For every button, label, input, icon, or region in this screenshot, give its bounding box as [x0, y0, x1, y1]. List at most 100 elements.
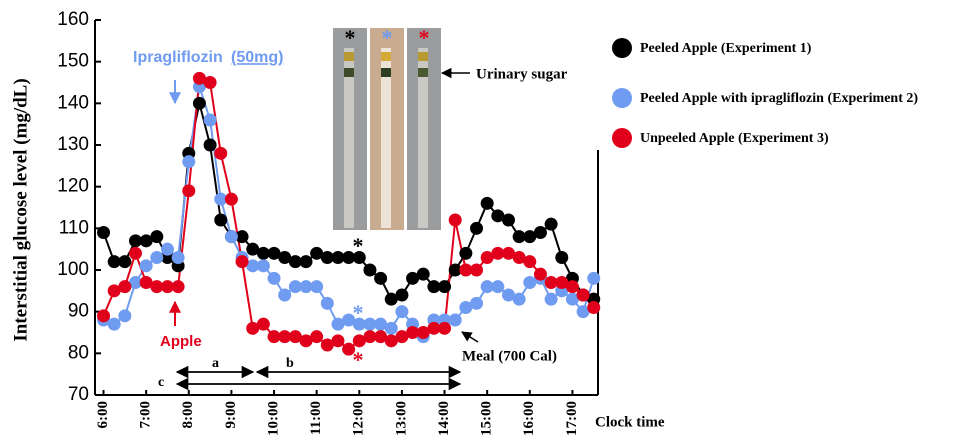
data-point	[129, 247, 142, 260]
chart: Interstitial glucose level (mg/dL) Clock…	[0, 0, 974, 439]
strip-pad	[344, 68, 354, 77]
x-tick-label: 17:00	[564, 401, 580, 436]
x-tick-label: 8:00	[180, 401, 196, 429]
period-label: a	[212, 356, 219, 371]
y-tick-label: 80	[68, 342, 89, 363]
x-tick-label: 14:00	[436, 401, 452, 436]
legend-marker	[612, 88, 632, 108]
data-point	[342, 343, 355, 356]
y-tick-label: 130	[57, 134, 89, 155]
legend-label: Unpeeled Apple (Experiment 3)	[640, 131, 829, 146]
data-point	[577, 289, 590, 302]
data-point	[225, 230, 238, 243]
data-point	[534, 226, 547, 239]
data-point	[204, 76, 217, 89]
strip-pad	[381, 52, 391, 61]
data-point	[395, 289, 408, 302]
data-point	[236, 255, 249, 268]
x-axis-title: Clock time	[595, 414, 665, 430]
x-tick-label: 13:00	[393, 401, 409, 436]
arrow	[462, 332, 478, 342]
data-point	[193, 97, 206, 110]
data-point	[257, 318, 270, 331]
data-point	[587, 301, 600, 314]
data-point	[566, 280, 579, 293]
urinary-sugar-label: Urinary sugar	[476, 66, 568, 82]
x-tick-label: 9:00	[223, 401, 239, 429]
strip-pad	[381, 68, 391, 77]
strip-pad	[418, 52, 428, 61]
data-point	[182, 155, 195, 168]
urine-strip-photo: * * * Urinary sugar	[333, 25, 568, 230]
period-label: c	[158, 375, 164, 390]
data-point	[118, 280, 131, 293]
data-point	[491, 280, 504, 293]
data-point	[182, 184, 195, 197]
x-tick-label: 7:00	[138, 401, 154, 429]
data-point	[161, 243, 174, 256]
data-point	[97, 309, 110, 322]
data-point	[587, 272, 600, 285]
data-point	[449, 214, 462, 227]
x-tick-label: 11:00	[308, 401, 324, 435]
data-point	[385, 322, 398, 335]
data-point	[268, 272, 281, 285]
x-tick-label: 12:00	[351, 401, 367, 436]
y-tick-label: 90	[68, 301, 89, 322]
asterisk: *	[419, 25, 430, 50]
x-tick-label: 6:00	[95, 401, 111, 429]
period-label: b	[286, 356, 294, 371]
y-tick-label: 70	[68, 384, 89, 405]
data-point	[118, 309, 131, 322]
data-point	[481, 197, 494, 210]
data-point	[278, 289, 291, 302]
data-point	[97, 226, 110, 239]
data-point	[118, 255, 131, 268]
dose-label: (50mg)	[231, 49, 283, 66]
data-point	[300, 255, 313, 268]
data-point	[417, 268, 430, 281]
apple-label: Apple	[160, 333, 202, 350]
strip-pad	[344, 52, 354, 61]
y-tick-label: 120	[57, 176, 89, 197]
data-point	[150, 230, 163, 243]
y-tick-label: 110	[59, 217, 89, 238]
meal-label: Meal (700 Cal)	[462, 348, 557, 364]
data-point	[310, 280, 323, 293]
data-point	[150, 251, 163, 264]
y-tick-label: 160	[57, 9, 89, 30]
data-point	[502, 214, 515, 227]
data-point	[214, 214, 227, 227]
data-point	[513, 293, 526, 306]
data-point	[545, 293, 558, 306]
asterisk: *	[345, 25, 356, 50]
data-point	[331, 334, 344, 347]
data-point	[225, 193, 238, 206]
data-point	[438, 322, 451, 335]
data-point	[545, 218, 558, 231]
y-axis-title: Interstitial glucose level (mg/dL)	[10, 78, 31, 341]
data-point	[353, 251, 366, 264]
x-tick-label: 15:00	[479, 401, 495, 436]
data-point	[523, 255, 536, 268]
data-point	[470, 264, 483, 277]
y-tick-label: 140	[57, 92, 89, 113]
data-point	[459, 247, 472, 260]
y-tick-label: 150	[57, 51, 89, 72]
data-point	[374, 272, 387, 285]
data-point	[140, 259, 153, 272]
legend-label: Peeled Apple with ipragliflozin (Experim…	[640, 91, 918, 106]
asterisk: *	[382, 25, 393, 50]
data-point	[363, 264, 376, 277]
data-point	[204, 139, 217, 152]
data-point	[257, 259, 270, 272]
data-point	[204, 114, 217, 127]
drug-label: Ipragliflozin	[133, 49, 223, 66]
data-point	[172, 280, 185, 293]
data-point	[108, 318, 121, 331]
data-point	[438, 280, 451, 293]
data-point	[555, 251, 568, 264]
legend-marker	[612, 128, 632, 148]
data-point	[395, 305, 408, 318]
legend-label: Peeled Apple (Experiment 1)	[640, 41, 812, 56]
